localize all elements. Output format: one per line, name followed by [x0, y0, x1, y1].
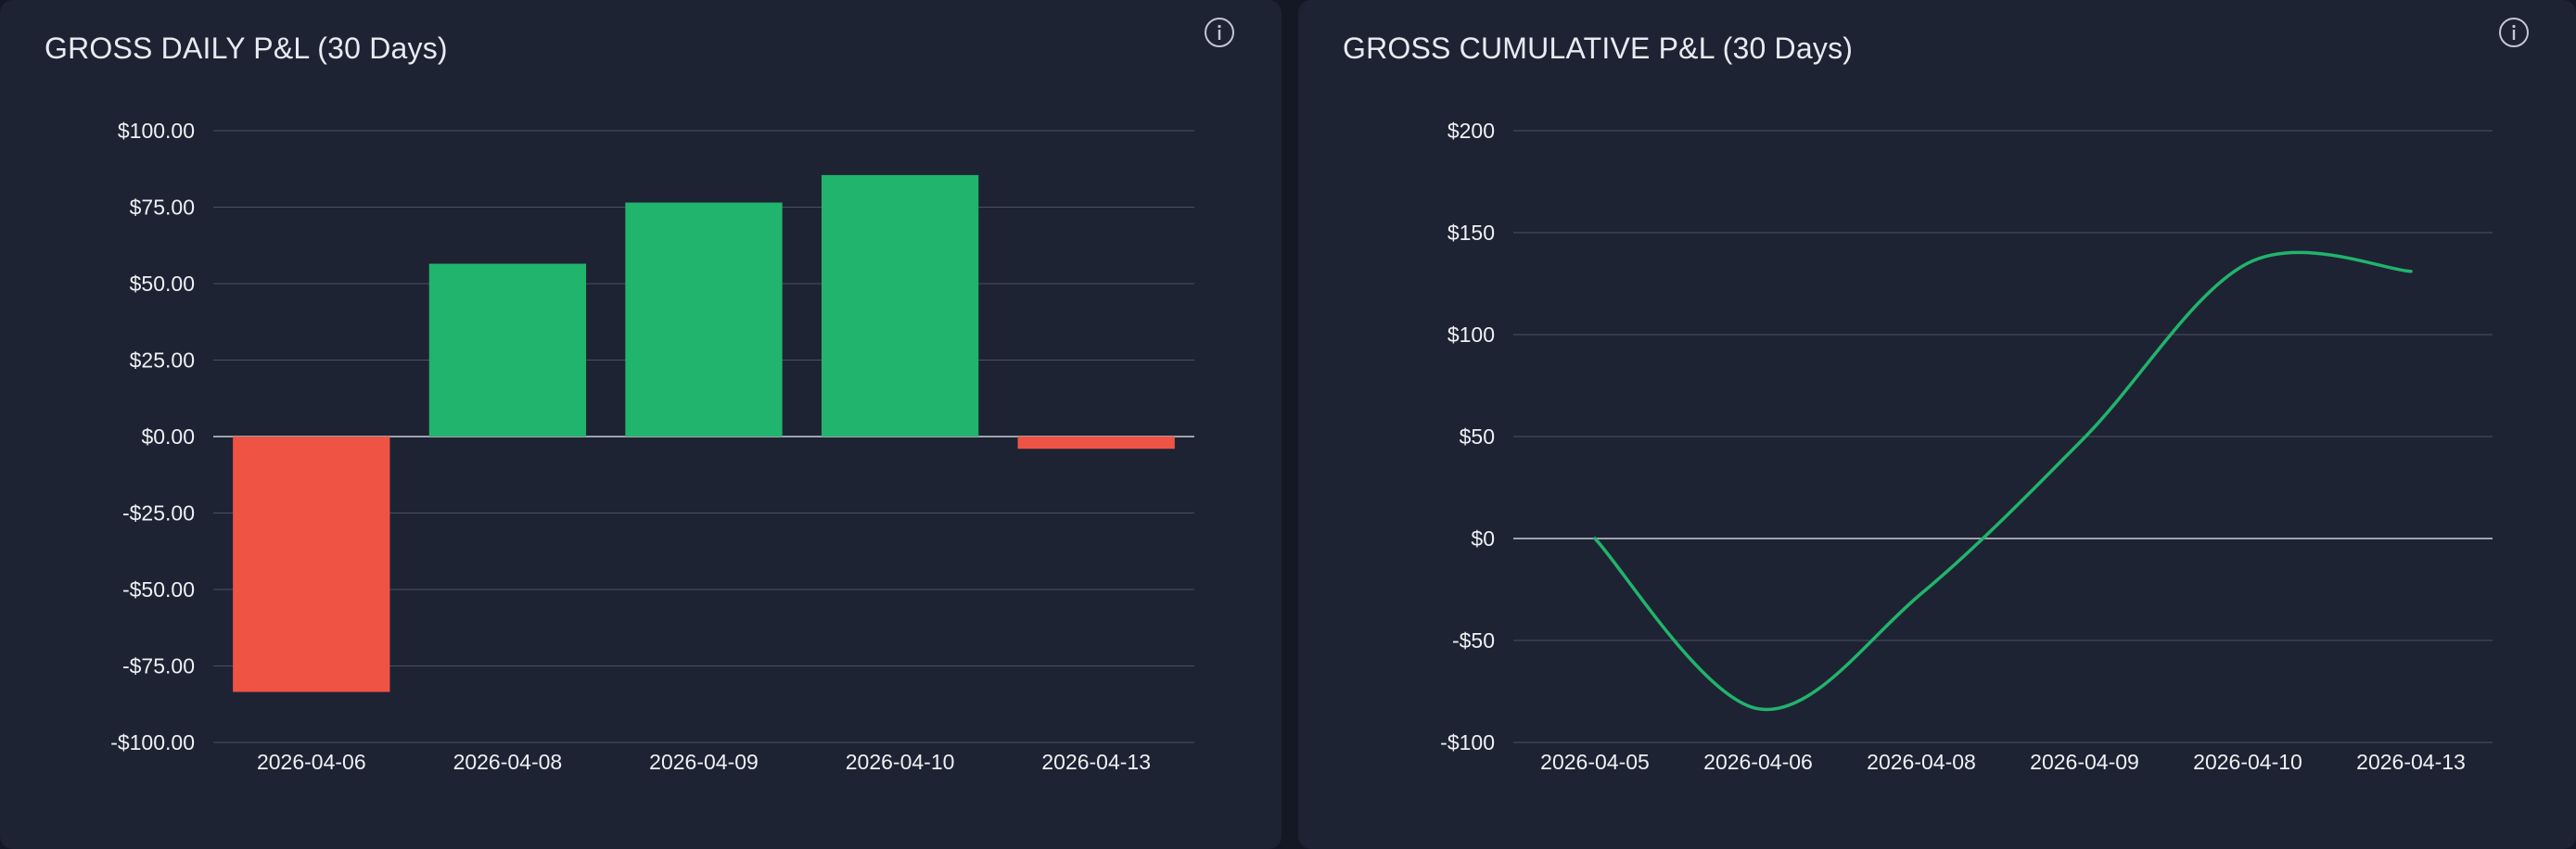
y-tick-label: -$50.00 [122, 577, 195, 602]
y-tick-label: -$50 [1452, 628, 1495, 653]
cumulative-pnl-chart: $200 $150 $100 $50 $0 -$50 -$100 2026-04-05 2026… [1440, 119, 2493, 774]
bar [821, 174, 979, 437]
y-tick-label: -$100 [1440, 730, 1495, 754]
y-tick-label: -$25.00 [122, 501, 195, 526]
y-tick-label: $25.00 [130, 348, 195, 373]
x-tick-label: 2026-04-05 [1540, 750, 1650, 774]
x-tick-label: 2026-04-06 [257, 750, 366, 774]
daily-pnl-chart: $100.00 $75.00 $50.00 $25.00 $0.00 -$25.00 -$5… [110, 119, 1194, 774]
x-tick-label: 2026-04-10 [2193, 750, 2302, 774]
x-tick-label: 2026-04-13 [2356, 750, 2466, 774]
bar [625, 202, 783, 437]
x-tick-label: 2026-04-10 [846, 750, 955, 774]
y-tick-label: -$75.00 [122, 654, 195, 678]
y-tick-label: $150 [1447, 221, 1495, 245]
y-tick-label: $200 [1447, 119, 1495, 143]
cumulative-pnl-panel: GROSS CUMULATIVE P&L (30 Days) $200 $150 $… [1298, 0, 2576, 849]
x-tick-label: 2026-04-13 [1041, 750, 1151, 774]
x-tick-label: 2026-04-09 [2030, 750, 2139, 774]
daily-pnl-title: GROSS DAILY P&L (30 Days) [45, 32, 448, 65]
y-tick-label: $0.00 [141, 424, 195, 449]
bar [1017, 437, 1175, 450]
x-tick-label: 2026-04-06 [1703, 750, 1813, 774]
y-tick-label: -$100.00 [110, 730, 195, 754]
bar [233, 437, 390, 692]
x-tick-label: 2026-04-09 [649, 750, 759, 774]
daily-pnl-panel: GROSS DAILY P&L (30 Days) $100.00 $75.00 $… [0, 0, 1282, 849]
cumulative-pnl-line [1593, 250, 2413, 712]
y-tick-label: $0 [1471, 526, 1495, 551]
info-icon[interactable] [1204, 17, 1235, 48]
y-tick-label: $50.00 [130, 272, 195, 296]
x-tick-label: 2026-04-08 [453, 750, 563, 774]
cumulative-pnl-title: GROSS CUMULATIVE P&L (30 Days) [1343, 32, 1854, 65]
y-tick-label: $100 [1447, 323, 1495, 347]
y-tick-label: $50 [1460, 424, 1495, 449]
bar [428, 263, 587, 437]
y-tick-label: $100.00 [118, 119, 195, 143]
x-tick-label: 2026-04-08 [1867, 750, 1976, 774]
y-tick-label: $75.00 [130, 196, 195, 220]
info-icon[interactable] [2498, 17, 2530, 48]
